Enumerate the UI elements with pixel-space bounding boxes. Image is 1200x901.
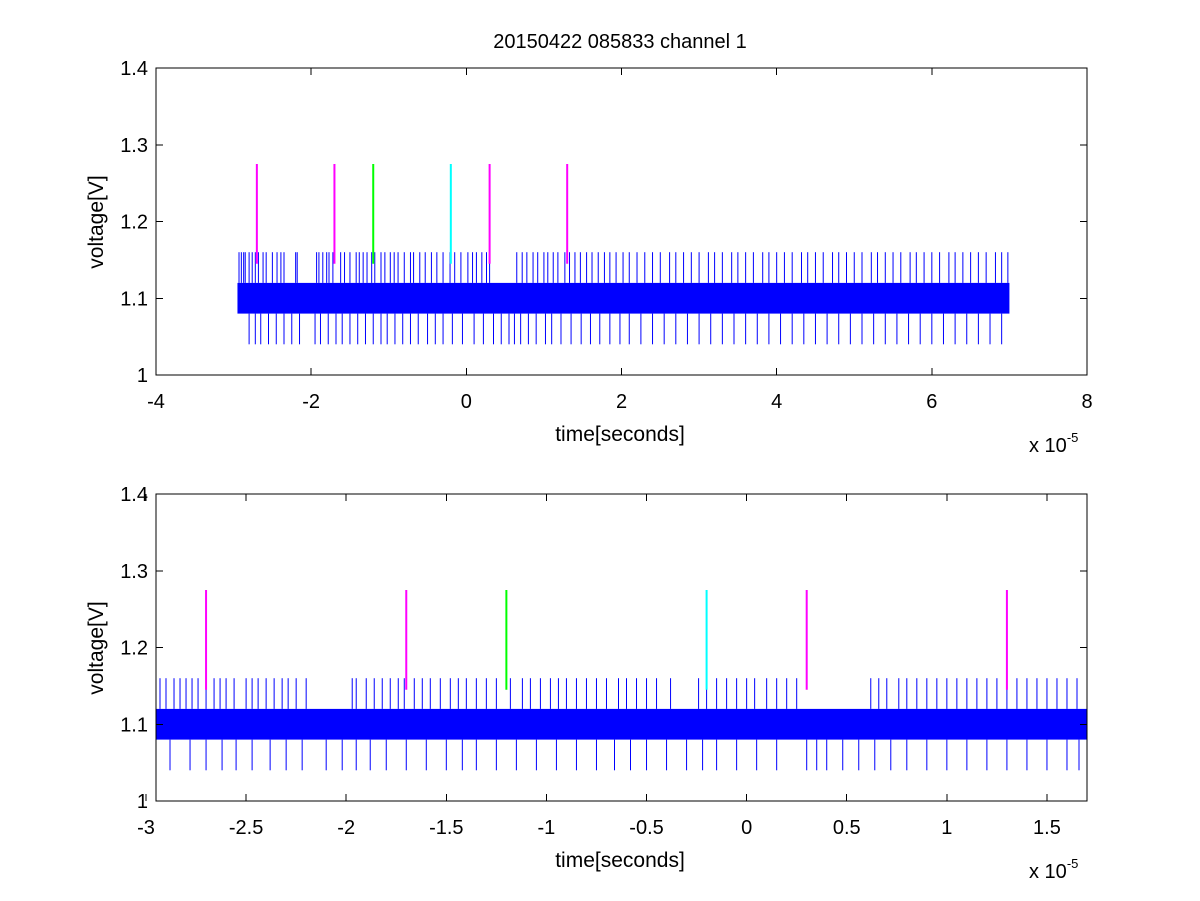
bottom-plot-xtick-label: -2.5	[229, 817, 263, 839]
top-plot-ytick-label: 1	[137, 365, 148, 387]
top-plot-axes-box	[155, 67, 1088, 376]
top-plot-ylabel: voltage[V]	[85, 175, 108, 268]
bottom-plot-xtick-label: -2	[337, 817, 355, 839]
top-plot-x-multiplier-exp: -5	[1067, 430, 1079, 445]
top-plot-ytick-label: 1.2	[120, 212, 148, 234]
bottom-plot-xlabel: time[seconds]	[555, 849, 685, 872]
bottom-plot-ytick-label: 1.1	[120, 714, 148, 736]
bottom-plot-ytick-label: 1.2	[120, 638, 148, 660]
bottom-plot-ylabel: voltage[V]	[85, 601, 108, 694]
bottom-plot-xtick-label: 0	[741, 817, 752, 839]
bottom-plot-xtick-label: -0.5	[629, 817, 663, 839]
bottom-plot-x-multiplier-base: x 10	[1029, 861, 1067, 883]
top-plot-xtick-label: 0	[461, 391, 472, 413]
top-plot-ytick-label: 1.1	[120, 288, 148, 310]
top-plot-xtick-label: 4	[771, 391, 782, 413]
top-plot-xlabel: time[seconds]	[555, 423, 685, 446]
bottom-plot-xtick-label: 1	[941, 817, 952, 839]
bottom-plot-xtick-label: -3	[137, 817, 155, 839]
top-plot-x-multiplier: x 10-5	[1029, 430, 1078, 457]
top-plot-x-multiplier-base: x 10	[1029, 435, 1067, 457]
bottom-plot-ytick-label: 1.3	[120, 561, 148, 583]
bottom-plot-x-multiplier: x 10-5	[1029, 856, 1078, 883]
top-plot-xtick-label: 2	[616, 391, 627, 413]
bottom-plot-xtick-label: -1.5	[429, 817, 463, 839]
top-plot-xtick-label: 8	[1081, 391, 1092, 413]
bottom-plot-signal-band	[156, 708, 1087, 740]
bottom-plot-ytick-label: 1.4	[120, 484, 148, 506]
bottom-plot-xtick-label: 1.5	[1033, 817, 1061, 839]
chart-title: 20150422 085833 channel 1	[493, 31, 747, 53]
top-plot-signal-band	[237, 282, 1010, 314]
bottom-plot-x-multiplier-exp: -5	[1067, 856, 1079, 871]
bottom-plot-axes-box	[155, 493, 1088, 802]
bottom-plot: -3 -2.5 -2 -1.5 -1 -0.5 0 0.5 1 1.511.11.21.31.4 …	[85, 484, 1088, 883]
top-plot-xtick-label: 6	[926, 391, 937, 413]
top-plot-xtick-label: -4	[147, 391, 165, 413]
top-plot-xtick-label: -2	[302, 391, 320, 413]
top-plot: -4 -2 0 2 4 6 8 1 1.1 1.2 1.3 1.4 time[seconds] vol…	[85, 58, 1093, 457]
bottom-plot-xtick-label: 0.5	[833, 817, 861, 839]
top-plot-ytick-label: 1.4	[120, 58, 148, 80]
bottom-plot-xtick-label: -1	[538, 817, 556, 839]
top-plot-ytick-label: 1.3	[120, 135, 148, 157]
bottom-plot-ytick-label: 1	[137, 791, 148, 813]
